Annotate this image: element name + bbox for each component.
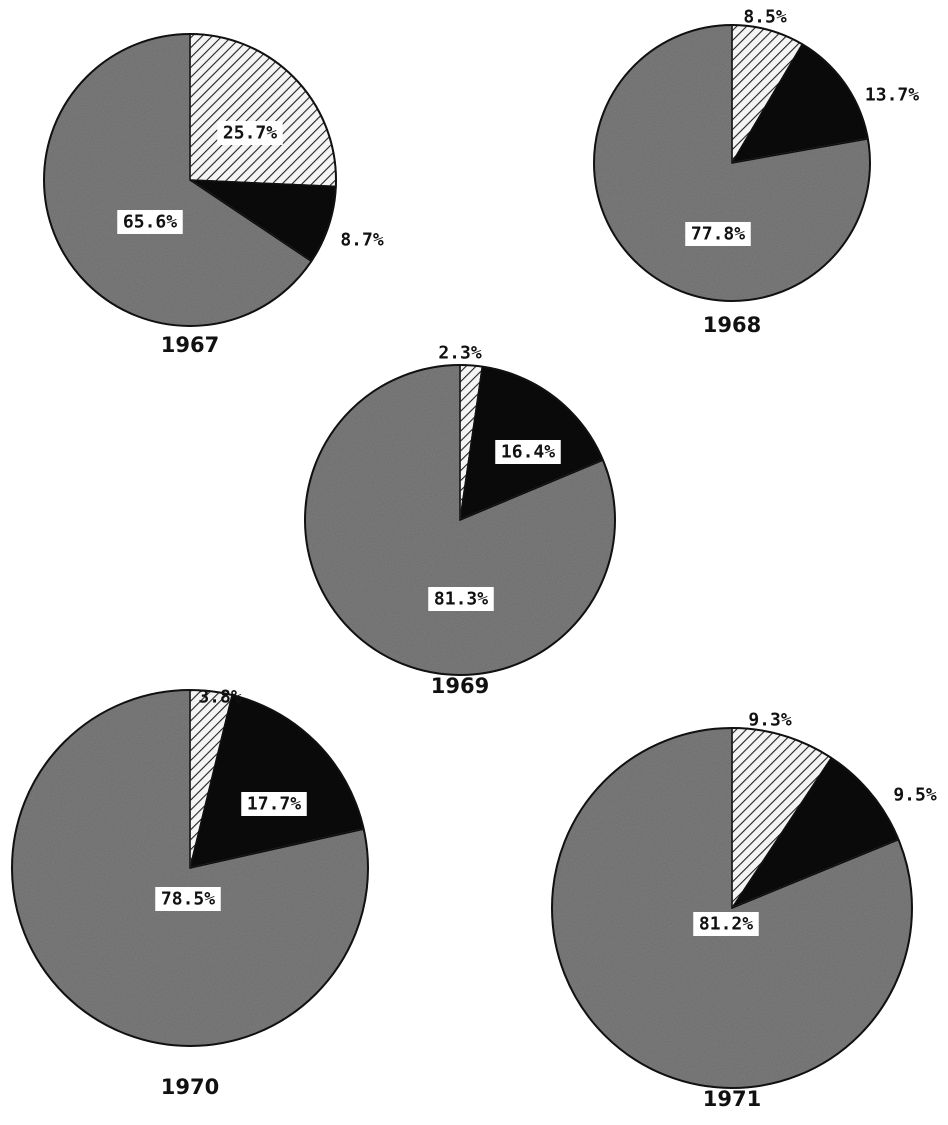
slice-value-label: 13.7% xyxy=(865,85,919,106)
pie-chart-1971: 9.3% 9.5% 81.2% 1971 xyxy=(551,710,937,1111)
chart-year-title: 1969 xyxy=(431,674,489,698)
pie-outline xyxy=(551,727,913,1089)
pie-chart-1967: 25.7% 8.7% 65.6% 1967 xyxy=(43,33,384,357)
pie-chart-1969: 2.3% 16.4% 81.3% 1969 xyxy=(304,343,616,698)
slice-label-box xyxy=(241,792,307,816)
slice-label-box xyxy=(693,912,759,936)
slice-label-box xyxy=(428,587,494,611)
slice-value-label: 8.5% xyxy=(743,7,787,28)
slice-label-box xyxy=(495,440,561,464)
pie-slice-hatch xyxy=(189,33,337,188)
slice-label-box xyxy=(685,222,751,246)
chart-year-title: 1970 xyxy=(161,1075,219,1099)
chart-year-title: 1971 xyxy=(703,1087,761,1111)
pie-outline xyxy=(593,24,871,302)
slice-value-label: 81.2% xyxy=(699,914,753,935)
slice-label-box xyxy=(217,121,283,145)
slice-label-box xyxy=(155,887,221,911)
slice-value-label: 16.4% xyxy=(501,442,555,463)
slice-value-label: 9.3% xyxy=(748,710,792,731)
pie-outline xyxy=(11,689,369,1047)
pie-outline xyxy=(304,364,616,676)
slice-value-label: 77.8% xyxy=(691,224,745,245)
slice-value-label: 2.3% xyxy=(438,343,482,364)
slice-value-label: 81.3% xyxy=(434,589,488,610)
slice-label-box xyxy=(117,210,183,234)
slice-value-label: 25.7% xyxy=(223,123,277,144)
slice-value-label: 9.5% xyxy=(893,785,937,806)
slice-value-label: 65.6% xyxy=(123,212,177,233)
pie-outline xyxy=(43,33,337,327)
chart-year-title: 1967 xyxy=(161,333,219,357)
slice-value-label: 17.7% xyxy=(247,794,301,815)
pie-chart-1970: 3.8% 17.7% 78.5% 1970 xyxy=(11,687,369,1099)
pie-chart-1968: 8.5% 13.7% 77.8% 1968 xyxy=(593,7,919,337)
slice-value-label: 78.5% xyxy=(161,889,215,910)
slice-value-label: 8.7% xyxy=(340,230,384,251)
chart-year-title: 1968 xyxy=(703,313,761,337)
slice-value-label: 3.8% xyxy=(198,687,242,708)
